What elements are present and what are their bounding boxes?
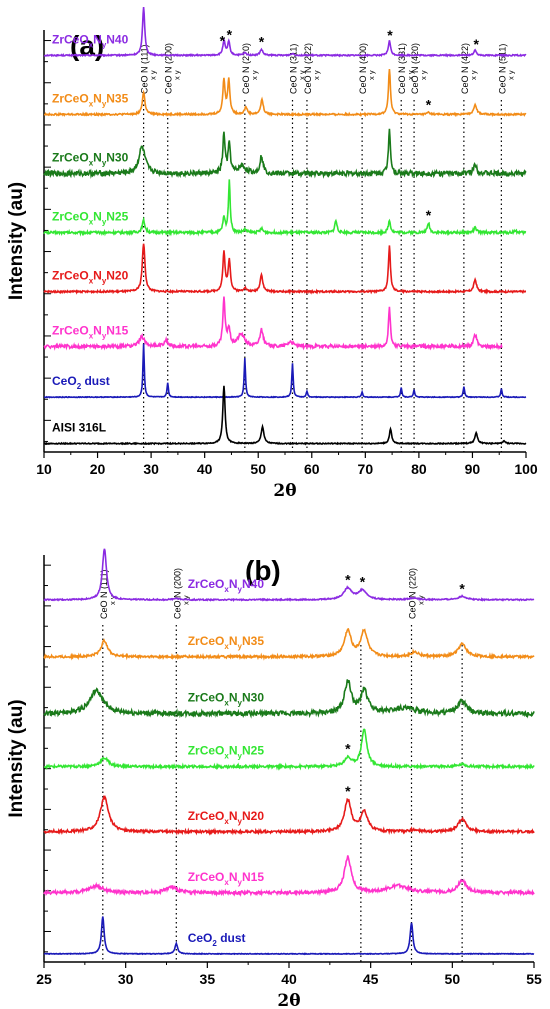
- series-label: ZrCeOxNyN30: [188, 691, 265, 708]
- reference-line-label: CeO N (400): [358, 43, 368, 94]
- x-tick-label: 100: [514, 461, 538, 477]
- peak-star-marker: *: [259, 33, 265, 49]
- x-tick-label: 40: [197, 461, 213, 477]
- peak-star-marker: *: [387, 27, 393, 43]
- reference-line-label: CeO N (331): [397, 43, 407, 94]
- peak-star-marker: *: [345, 741, 351, 757]
- x-tick-label: 50: [445, 971, 461, 987]
- x-axis-label: 2θ: [277, 991, 300, 1009]
- reference-line-label: CeO N (111): [99, 569, 109, 619]
- series-line: [43, 679, 535, 719]
- reference-line-label: CeO N (511): [497, 44, 507, 94]
- peak-star-marker: *: [473, 36, 479, 52]
- peak-star-marker: *: [426, 96, 432, 112]
- x-tick-label: 45: [363, 971, 379, 987]
- reference-line-subscript: x y: [250, 70, 259, 80]
- panel-b: 25 30 35 40 45 50 55 2θ Intensity (au) (b) CeO N (…: [6, 548, 542, 1009]
- x-tick-label: 40: [281, 971, 297, 987]
- x-tick-label: 25: [36, 971, 52, 987]
- x-tick-label: 70: [358, 461, 374, 477]
- x-tick-label: 80: [411, 461, 427, 477]
- series-label: ZrCeOxNyN20: [188, 809, 265, 826]
- series-line: [43, 548, 535, 603]
- reference-line-subscript: x y: [108, 595, 117, 605]
- reference-line-label: CeO N (220): [408, 568, 418, 619]
- series-label: ZrCeOxNyN40: [188, 577, 265, 594]
- reference-line-subscript: x y: [297, 70, 306, 80]
- reference-line-subscript: x y: [469, 70, 478, 80]
- reference-line-label: CeO N (420): [410, 43, 420, 94]
- peak-star-marker: *: [345, 783, 351, 799]
- series-label: ZrCeOxNyN25: [188, 744, 265, 761]
- series-line: [43, 296, 503, 351]
- panel-label: (b): [245, 555, 281, 586]
- series-line: [43, 343, 527, 399]
- reference-line-subscript: x y: [149, 70, 158, 80]
- reference-line-label: CeO N (220): [241, 43, 251, 94]
- series-label: CeO2 dust: [188, 931, 246, 948]
- series-label: ZrCeOxNyN15: [188, 870, 265, 887]
- reference-line-label: CeO N (200): [164, 43, 174, 94]
- reference-line-subscript: x y: [181, 595, 190, 605]
- x-axis-label: 2θ: [273, 481, 296, 501]
- series-label: ZrCeOxNyN35: [188, 634, 265, 651]
- series-line: [43, 6, 527, 58]
- series-line: [43, 243, 527, 295]
- series-label: ZrCeOxNyN25: [52, 210, 129, 227]
- series-line: [43, 179, 527, 237]
- x-tick-label: 10: [36, 461, 52, 477]
- series-line: [43, 728, 535, 771]
- reference-line-label: CeO N (222): [303, 43, 313, 94]
- y-axis-label: Intensity (au): [6, 182, 27, 300]
- series-label: ZrCeOxNyN20: [52, 269, 129, 286]
- series-line: [43, 128, 527, 179]
- x-tick-label: 50: [250, 461, 266, 477]
- peak-star-marker: *: [360, 573, 366, 589]
- x-tick-label: 55: [526, 971, 542, 987]
- peak-star-marker: *: [426, 207, 432, 223]
- reference-line-subscript: x y: [506, 70, 515, 80]
- series-line: [43, 69, 527, 118]
- reference-line-label: CeO N (200): [172, 568, 182, 619]
- reference-line-subscript: x y: [367, 70, 376, 80]
- peak-star-marker: *: [459, 580, 465, 596]
- series-line: [43, 628, 535, 661]
- x-tick-label: 30: [143, 461, 159, 477]
- series-label: ZrCeOxNyN40: [52, 32, 129, 49]
- peak-star-marker: *: [345, 571, 351, 587]
- x-tick-label: 30: [118, 971, 134, 987]
- x-tick-label: 60: [304, 461, 320, 477]
- series-label: ZrCeOxNyN15: [52, 324, 129, 341]
- series-label: ZrCeOxNyN30: [52, 150, 129, 167]
- series-line: [43, 794, 535, 836]
- series-label: ZrCeOxNyN35: [52, 91, 129, 108]
- reference-line-label: CeO N (422): [460, 43, 470, 94]
- series-line: [43, 855, 535, 897]
- series-label: AISI 316L: [52, 421, 106, 435]
- reference-line-subscript: x y: [173, 70, 182, 80]
- series-line: [43, 916, 535, 956]
- reference-line-subscript: x y: [406, 70, 415, 80]
- x-tick-label: 20: [90, 461, 106, 477]
- series-line: [43, 385, 527, 446]
- series-label: CeO2 dust: [52, 374, 110, 391]
- reference-line-label: CeO N (311): [288, 44, 298, 94]
- y-axis-label: Intensity (au): [6, 699, 27, 817]
- peak-star-marker: *: [227, 27, 233, 43]
- reference-line-subscript: x y: [419, 70, 428, 80]
- peak-star-marker: *: [220, 33, 226, 49]
- reference-line-subscript: x y: [312, 70, 321, 80]
- reference-line-label: CeO N (111): [140, 44, 150, 94]
- x-tick-label: 35: [200, 971, 216, 987]
- x-tick-label: 90: [465, 461, 481, 477]
